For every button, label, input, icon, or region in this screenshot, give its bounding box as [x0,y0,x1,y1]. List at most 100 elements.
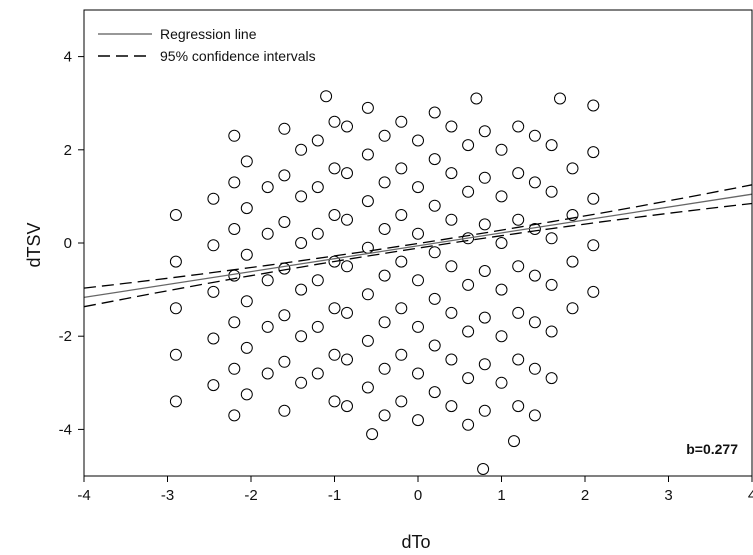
data-point [169,395,182,408]
data-point [240,248,253,261]
data-point [445,306,458,319]
data-point [341,260,353,273]
data-point [587,192,600,205]
data-point [320,90,333,103]
data-point [261,227,274,240]
data-point [295,190,308,203]
data-point [228,223,241,235]
data-point [261,320,274,333]
x-tick-label: 3 [664,487,672,504]
data-point [412,367,424,380]
data-point [554,92,566,105]
data-point [478,311,491,324]
data-point [587,146,600,159]
data-point [545,278,558,291]
data-point [207,239,220,252]
data-point [228,129,241,142]
data-point [228,409,241,422]
x-tick-label: -2 [244,487,257,504]
data-point [278,404,291,417]
data-point [478,218,491,231]
data-point [462,325,475,338]
data-point [378,269,391,282]
data-point [528,409,541,422]
data-point [495,143,508,156]
data-point [378,362,391,375]
data-point [478,404,491,417]
legend-regression-line: Regression line [160,26,257,42]
data-point [462,372,475,385]
data-point [428,246,441,259]
data-point [528,362,541,375]
data-point [328,348,341,361]
data-point [545,185,558,198]
data-point [328,395,341,408]
x-axis-ticks: -4 -3 -2 -1 0 1 2 3 4 [77,476,753,504]
data-point [462,418,475,431]
data-point [295,330,308,343]
data-point [445,167,458,180]
data-point [378,409,391,422]
data-point [512,260,525,273]
data-point [311,181,324,194]
data-point [378,223,391,235]
data-point [478,358,491,371]
data-point [428,153,441,166]
data-point [545,139,558,152]
data-point [428,199,441,212]
data-point [295,376,308,389]
data-point [445,213,458,226]
data-point [395,302,408,315]
data-point [495,237,508,249]
data-point [361,241,374,254]
y-tick-label: -2 [59,328,72,345]
data-point [395,209,408,221]
data-point [528,176,541,189]
data-point [328,302,341,315]
x-tick-label: 0 [414,487,422,504]
data-point [240,295,253,308]
data-point [295,237,308,249]
data-point [228,176,241,189]
data-point [566,302,579,315]
data-point [295,283,308,296]
data-point [478,125,491,138]
data-point [512,400,525,413]
data-point [240,155,253,168]
data-point [566,209,579,221]
data-point [278,355,291,368]
y-axis-label: dTSV [24,222,44,267]
data-point [361,101,374,114]
ci-lower-line [83,202,753,308]
data-point [378,176,391,189]
data-point [361,148,374,161]
x-tick-label: 4 [748,487,753,504]
data-point [207,332,220,345]
data-point [240,202,253,215]
data-point [311,134,324,147]
data-point [566,162,579,175]
data-point [495,330,508,343]
data-point [512,167,525,180]
data-point [278,122,291,135]
data-point [495,283,508,296]
data-point [328,115,341,128]
data-point [428,292,441,305]
data-point [545,325,558,338]
y-tick-label: 2 [64,142,72,159]
data-point [495,190,508,203]
data-point [412,227,424,240]
data-point [395,115,408,128]
data-point [445,353,458,366]
slope-annotation: b=0.277 [686,441,738,457]
data-point [341,167,353,180]
data-point [207,192,220,205]
data-point [412,320,424,333]
data-point [462,185,475,198]
data-point [587,239,600,252]
data-point [528,269,541,282]
data-point [512,213,525,226]
data-point [512,120,525,133]
x-tick-label: -4 [77,487,90,504]
